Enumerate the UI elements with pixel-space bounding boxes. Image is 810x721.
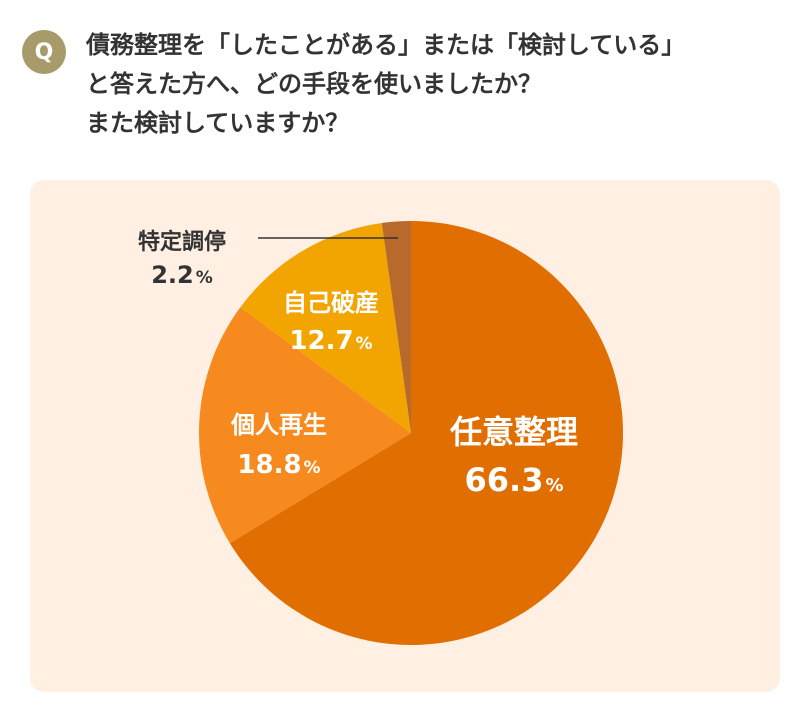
- slice-label-1: 任意整理: [450, 413, 578, 451]
- slice-value-4: 2.2%: [151, 261, 213, 289]
- slice-value-2: 18.8%: [237, 450, 320, 480]
- slice-label-2: 個人再生: [230, 411, 327, 439]
- question-badge: Q: [22, 30, 66, 74]
- slice-label-3: 自己破産: [283, 289, 379, 317]
- pie-slice-3: [240, 223, 411, 433]
- question-text: 債務整理を「したことがある」または「検討している」 と答えた方へ、どの手段を使い…: [86, 26, 796, 143]
- pie-slice-1: [229, 221, 623, 645]
- question-line-1: 債務整理を「したことがある」または「検討している」: [86, 31, 686, 59]
- pie-slice-2: [198, 307, 411, 544]
- slice-value-3: 12.7%: [289, 326, 372, 356]
- pie-slice-4: [381, 221, 411, 433]
- slice-value-1: 66.3%: [465, 461, 564, 499]
- question-line-3: また検討していますか？: [86, 109, 350, 137]
- question-line-2: と答えた方へ、どの手段を使いましたか？: [86, 70, 542, 98]
- slice-label-4: 特定調停: [138, 229, 226, 255]
